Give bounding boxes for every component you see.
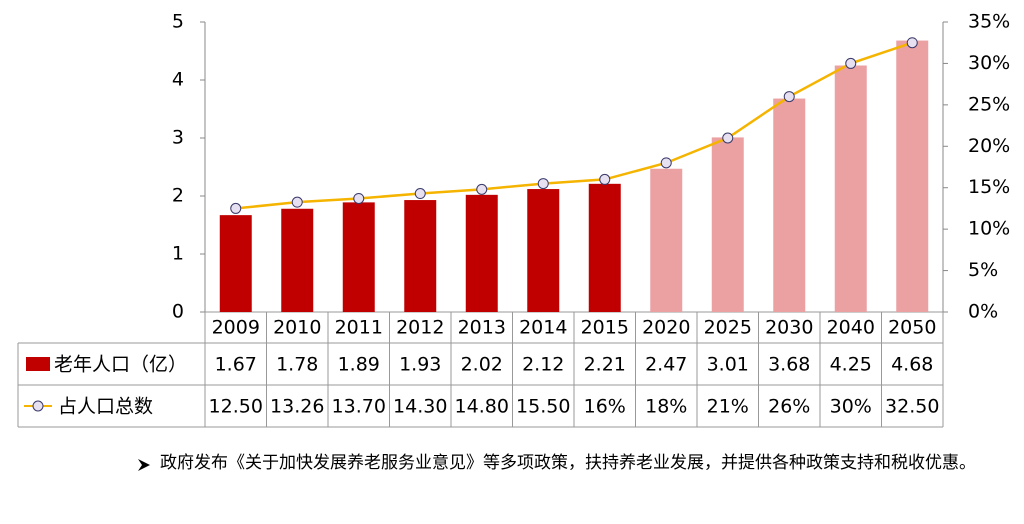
bullet (138, 459, 150, 471)
category-label: 2011 (335, 317, 383, 339)
table-value: 1.93 (399, 354, 441, 376)
bar (896, 40, 929, 313)
legend-swatch (26, 357, 50, 371)
line-marker (906, 37, 918, 49)
line-marker (660, 157, 672, 169)
table-value: 3.68 (768, 354, 810, 376)
y2-tick-label: 20% (968, 135, 1010, 157)
legend-label: 老年人口（亿） (54, 354, 187, 376)
legend-marker (32, 400, 44, 412)
chart: 0 1 2 3 4 5 0% 5% 10% 15% 20% 25% 30% 35% 老年人口（亿） 占人口总数… (17, 11, 1010, 428)
category-label: 2012 (396, 317, 444, 339)
line-marker (353, 192, 365, 204)
table-value: 15.50 (516, 396, 570, 418)
line-marker (230, 202, 242, 214)
line-marker (414, 188, 426, 200)
category-label: 2015 (581, 317, 629, 339)
table-value: 14.30 (393, 396, 447, 418)
line-marker (599, 173, 611, 185)
y-tick-label: 4 (172, 69, 184, 91)
line-marker (537, 178, 549, 190)
bar (281, 208, 314, 312)
table-value: 26% (768, 396, 810, 418)
bar (465, 194, 498, 312)
y2-tick-label: 15% (968, 176, 1010, 198)
bar (834, 65, 867, 312)
y-tick-label: 5 (172, 11, 184, 33)
bar (588, 183, 621, 312)
y-tick-label: 3 (172, 127, 184, 149)
line (235, 41, 913, 210)
category-label: 2009 (212, 317, 260, 339)
line-marker (722, 132, 734, 144)
category-label: 2020 (642, 317, 690, 339)
table-value: 13.26 (270, 396, 324, 418)
y-tick-label: 1 (172, 243, 184, 265)
bar (219, 215, 252, 312)
legend-label: 占人口总数 (58, 396, 153, 418)
category-label: 2013 (458, 317, 506, 339)
bar (527, 189, 560, 312)
category-label: 2010 (273, 317, 321, 339)
table-value: 2.02 (461, 354, 503, 376)
line-marker (783, 91, 795, 103)
table-value: 32.50 (885, 396, 939, 418)
line-marker (845, 57, 857, 69)
table-value: 30% (830, 396, 872, 418)
table-value: 4.25 (830, 354, 872, 376)
y2-tick-label: 25% (968, 93, 1010, 115)
y2-tick-label: 35% (968, 11, 1010, 33)
table-value: 4.68 (891, 354, 933, 376)
y2-tick-label: 10% (968, 218, 1010, 240)
table-value: 16% (584, 396, 626, 418)
category-label: 2040 (827, 317, 875, 339)
table-value: 1.78 (276, 354, 318, 376)
table-value: 21% (707, 396, 749, 418)
category-label: 2025 (704, 317, 752, 339)
bar (711, 137, 744, 312)
table-value: 1.89 (338, 354, 380, 376)
table-value: 13.70 (332, 396, 386, 418)
y-tick-label: 2 (172, 185, 184, 207)
y2-tick-label: 5% (968, 259, 998, 281)
bar (650, 168, 683, 312)
line-marker (291, 196, 303, 208)
line-marker (476, 183, 488, 195)
table-value: 14.80 (455, 396, 509, 418)
note: 政府发布《关于加快发展养老服务业意见》等多项政策，扶持养老业发展，并提供各种政策… (160, 453, 976, 473)
category-label: 2050 (888, 317, 936, 339)
table-value: 3.01 (707, 354, 749, 376)
y2-tick-label: 0% (968, 301, 998, 323)
table-value: 1.67 (215, 354, 257, 376)
table-value: 18% (645, 396, 687, 418)
category-label: 2014 (519, 317, 567, 339)
table-value: 2.21 (584, 354, 626, 376)
table-value: 12.50 (209, 396, 263, 418)
y-tick-label: 0 (172, 301, 184, 323)
table-value: 2.47 (645, 354, 687, 376)
bar (342, 202, 375, 312)
y2-tick-label: 30% (968, 52, 1010, 74)
bar (773, 98, 806, 312)
bar (404, 200, 437, 312)
category-label: 2030 (765, 317, 813, 339)
table-value: 2.12 (522, 354, 564, 376)
